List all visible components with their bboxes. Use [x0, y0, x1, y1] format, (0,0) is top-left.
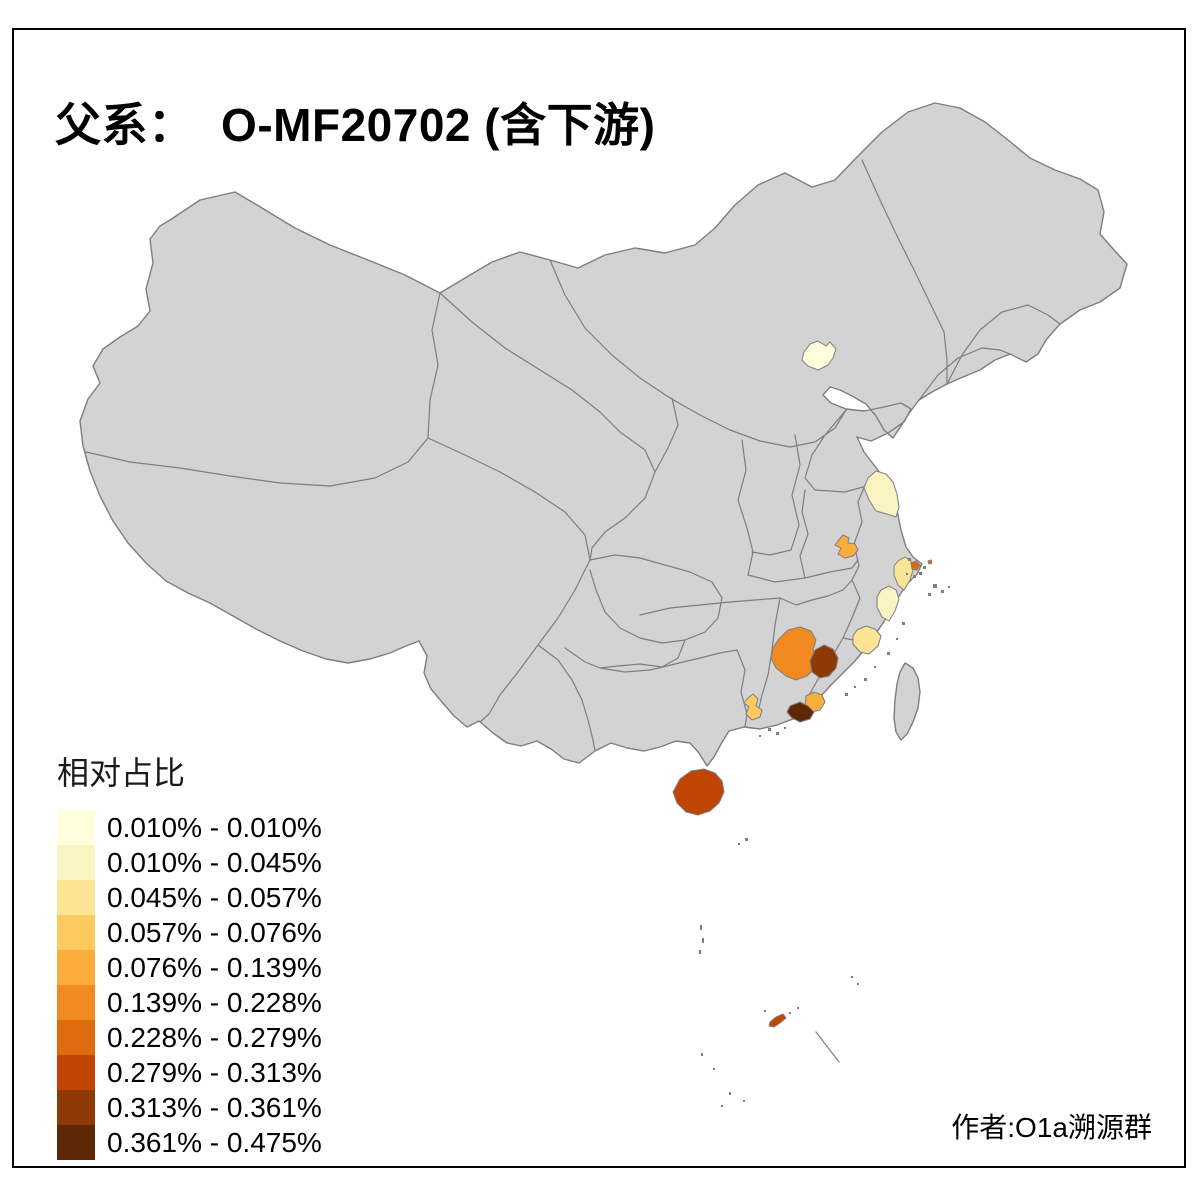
- legend-label: 0.076% - 0.139%: [107, 951, 322, 983]
- region-south-china-sea-islet: [768, 1013, 787, 1028]
- legend-swatch: [57, 1125, 95, 1160]
- legend-label: 0.010% - 0.010%: [107, 811, 322, 843]
- region-shanghai: [910, 560, 921, 571]
- border-xinjiang-east: [427, 292, 441, 439]
- border-guizhou-south: [564, 639, 686, 669]
- legend-item: 0.076% - 0.139%: [57, 950, 322, 985]
- legend-item: 0.313% - 0.361%: [57, 1090, 322, 1125]
- border-ningxia: [654, 397, 679, 473]
- legend-swatch: [57, 1090, 95, 1125]
- region-eastern-zhejiang: [876, 585, 900, 622]
- legend-item: 0.010% - 0.045%: [57, 845, 322, 880]
- border-heilongjiang-jilin: [946, 304, 1061, 385]
- legend-label: 0.313% - 0.361%: [107, 1091, 322, 1123]
- figure-border: [12, 28, 1186, 1168]
- border-guangdong-west: [736, 649, 748, 728]
- legend-item: 0.139% - 0.228%: [57, 985, 322, 1020]
- legend-label: 0.139% - 0.228%: [107, 986, 322, 1018]
- figure-title: 父系： O-MF20702 (含下游): [55, 98, 656, 151]
- legend-item: 0.057% - 0.076%: [57, 915, 322, 950]
- legend-item: 0.045% - 0.057%: [57, 880, 322, 915]
- border-henan-anhui: [799, 489, 809, 579]
- border-guangxi-north: [599, 649, 738, 673]
- region-western-fujian: [809, 644, 839, 679]
- border-tibet-qinghai: [427, 437, 591, 561]
- region-western-guangdong: [743, 693, 763, 721]
- region-northern-jiangsu: [863, 470, 900, 518]
- mainland-group: [79, 102, 1128, 767]
- map-legend: 相对占比 0.010% - 0.010% 0.010% - 0.045% 0.045…: [57, 748, 322, 1160]
- legend-swatch: [57, 880, 95, 915]
- legend-label: 0.010% - 0.045%: [107, 846, 322, 878]
- border-jiangsu-anhui: [851, 482, 867, 581]
- legend-item: 0.010% - 0.010%: [57, 810, 322, 845]
- region-fuzhou-area: [852, 625, 882, 655]
- border-tibet-east: [479, 559, 591, 723]
- legend-swatch: [57, 845, 95, 880]
- legend-swatch: [57, 1020, 95, 1055]
- legend-label: 0.279% - 0.313%: [107, 1056, 322, 1088]
- legend-item: 0.228% - 0.279%: [57, 1020, 322, 1055]
- border-hebei-henan: [751, 549, 792, 556]
- region-shanghai-islet: [927, 559, 933, 565]
- legend-swatch: [57, 985, 95, 1020]
- border-xinjiang-tibet: [85, 437, 429, 487]
- border-shaanxi-shanxi: [737, 439, 754, 576]
- legend-item: 0.361% - 0.475%: [57, 1125, 322, 1160]
- legend-swatch: [57, 810, 95, 845]
- province-borders: [85, 159, 1061, 752]
- islands-group: [699, 558, 950, 1107]
- legend-label: 0.045% - 0.057%: [107, 881, 322, 913]
- border-jilin-liaoning: [918, 347, 1011, 401]
- legend-rows: 0.010% - 0.010% 0.010% - 0.045% 0.045% - 0…: [57, 810, 322, 1160]
- islet-chain-line: [815, 1031, 840, 1063]
- coastal-islets: [699, 558, 950, 1107]
- legend-swatch: [57, 915, 95, 950]
- china-mainland-outline: [79, 102, 1128, 767]
- region-hainan: [672, 768, 725, 816]
- border-henan-south: [747, 559, 859, 583]
- border-jiangxi-fujian: [805, 579, 861, 701]
- legend-label: 0.228% - 0.279%: [107, 1021, 322, 1053]
- border-shanxi-hebei: [790, 434, 801, 551]
- border-sichuan-basin: [589, 554, 723, 644]
- legend-swatch: [57, 950, 95, 985]
- border-gansu-corridor: [439, 292, 656, 561]
- border-hunan-jiangxi: [757, 597, 781, 713]
- border-inner-mongolia-south: [549, 259, 847, 448]
- legend-label: 0.361% - 0.475%: [107, 1126, 322, 1158]
- attribution-text: 作者:O1a溯源群: [951, 1112, 1152, 1143]
- legend-label: 0.057% - 0.076%: [107, 916, 322, 948]
- choropleth-regions: [672, 340, 933, 1028]
- region-hefei-area: [834, 534, 859, 559]
- region-chaoshan-area: [786, 701, 815, 723]
- border-yunnan-east: [537, 644, 596, 752]
- legend-swatch: [57, 1055, 95, 1090]
- region-beijing-area: [801, 340, 837, 371]
- border-inner-mongolia-northeast: [861, 159, 948, 385]
- legend-item: 0.279% - 0.313%: [57, 1055, 322, 1090]
- legend-title: 相对占比: [57, 755, 186, 791]
- taiwan-island: [893, 662, 921, 741]
